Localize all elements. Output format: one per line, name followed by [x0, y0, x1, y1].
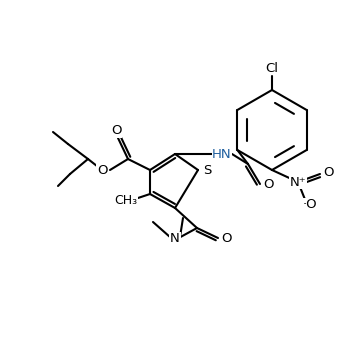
Text: N: N: [170, 233, 180, 245]
Text: O: O: [221, 232, 231, 245]
Text: O: O: [323, 165, 333, 178]
Text: CH₃: CH₃: [114, 194, 138, 207]
Text: O: O: [263, 177, 273, 190]
Text: O: O: [97, 163, 107, 176]
Text: O: O: [111, 125, 121, 138]
Text: ·O: ·O: [303, 199, 317, 212]
Text: N⁺: N⁺: [290, 176, 306, 189]
Text: S: S: [203, 163, 211, 176]
Text: Cl: Cl: [266, 62, 279, 75]
Text: HN: HN: [212, 147, 232, 161]
